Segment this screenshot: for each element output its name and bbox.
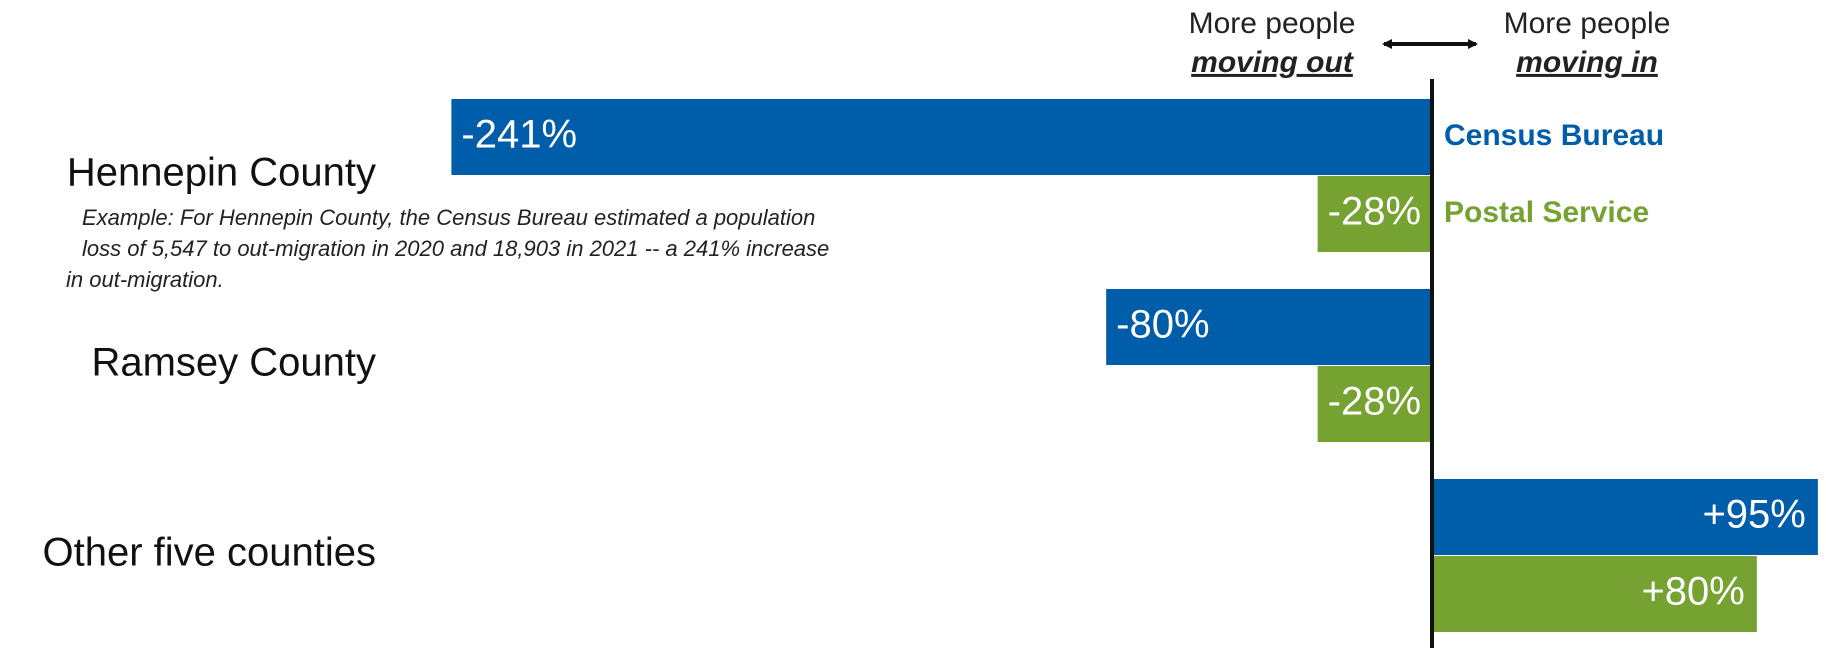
legend-entry: Postal Service [1444, 196, 1649, 229]
category-label: Ramsey County [91, 341, 376, 385]
header-left-emphasis: moving out [1191, 46, 1355, 79]
annotation: loss of 5,547 to out-migration in 2020 a… [82, 236, 829, 261]
value-label: -28% [1328, 380, 1421, 424]
header-left: More people [1189, 7, 1356, 40]
value-label: -80% [1116, 303, 1209, 347]
value-label: +80% [1641, 570, 1744, 614]
bar [1317, 176, 1432, 252]
bar [451, 99, 1432, 175]
header-right-emphasis: moving in [1516, 46, 1658, 79]
bar [1431, 556, 1757, 632]
value-label: +95% [1702, 493, 1805, 537]
bar [1106, 289, 1432, 365]
category-label: Other five counties [43, 531, 377, 575]
category-label: Hennepin County [67, 151, 376, 195]
annotation: Example: For Hennepin County, the Census… [82, 205, 815, 230]
bar [1431, 479, 1818, 555]
annotation: in out-migration. [66, 267, 224, 292]
value-label: -28% [1328, 190, 1421, 234]
header-right: More people [1504, 7, 1671, 40]
legend-entry: Census Bureau [1444, 119, 1664, 152]
bar [1317, 366, 1432, 442]
value-label: -241% [461, 113, 577, 157]
bars: -241% -28% -80% -28% +95% +80% [451, 99, 1818, 632]
